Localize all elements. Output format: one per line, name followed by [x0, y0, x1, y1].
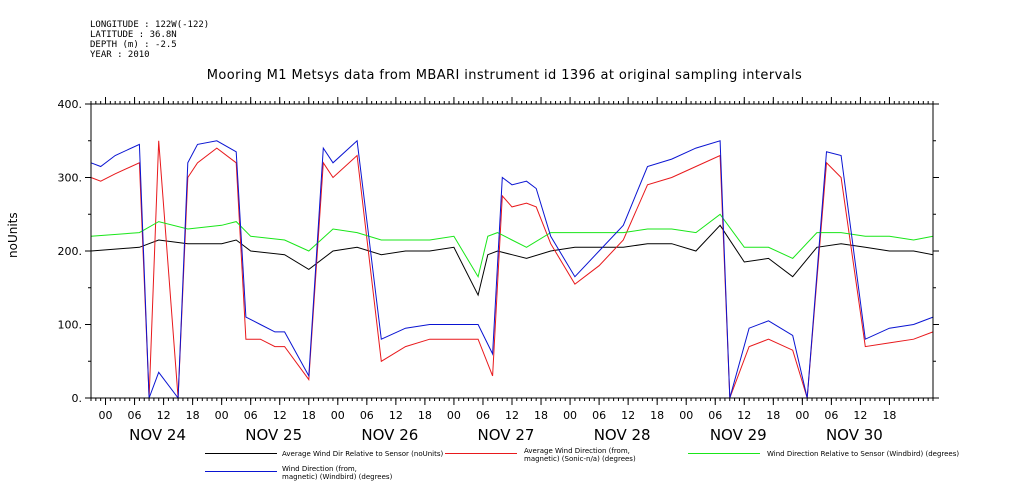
legend-label-blue: Wind Direction (from, magnetic) (Windbir… [282, 465, 393, 481]
meta-depth: DEPTH (m) : -2.5 [90, 40, 177, 50]
x-tick-label-17: 06 [592, 409, 606, 422]
day-label-2: NOV 26 [361, 426, 418, 444]
x-tick-label-24: 00 [795, 409, 809, 422]
x-tick-label-13: 06 [476, 409, 490, 422]
chart-title: Mooring M1 Metsys data from MBARI instru… [206, 68, 803, 83]
legend-line-green [688, 453, 760, 454]
day-label-3: NOV 27 [478, 426, 535, 444]
x-tick-label-14: 12 [505, 409, 519, 422]
x-tick-label-0: 00 [99, 409, 113, 422]
legend-line-black [205, 453, 277, 454]
x-tick-label-23: 18 [766, 409, 780, 422]
series-line-2 [90, 213, 934, 279]
x-tick-label-2: 12 [157, 409, 171, 422]
x-tick-label-18: 12 [621, 409, 635, 422]
x-tick-label-1: 06 [128, 409, 142, 422]
metadata-block: LONGITUDE : 122W(-122) LATITUDE : 36.8N … [90, 20, 209, 60]
x-tick-label-26: 12 [853, 409, 867, 422]
legend-label-red: Average Wind Direction (from, magnetic) … [524, 447, 636, 463]
x-tick-label-8: 00 [331, 409, 345, 422]
x-tick-label-27: 18 [882, 409, 896, 422]
y-tick-label-3: 300. [58, 172, 83, 185]
legend-label-green: Wind Direction Relative to Sensor (Windb… [767, 450, 960, 458]
x-tick-label-19: 18 [650, 409, 664, 422]
x-tick-label-11: 18 [418, 409, 432, 422]
y-tick-label-4: 400. [58, 98, 83, 111]
meta-longitude: LONGITUDE : 122W(-122) [90, 20, 210, 30]
y-tick-label-2: 200. [58, 245, 83, 258]
x-tick-label-15: 18 [534, 409, 548, 422]
legend-line-blue [205, 471, 277, 472]
x-tick-label-5: 06 [244, 409, 258, 422]
day-label-4: NOV 28 [594, 426, 651, 444]
series-line-1 [90, 140, 934, 399]
x-tick-label-16: 00 [563, 409, 577, 422]
x-tick-label-12: 00 [447, 409, 461, 422]
meta-year: YEAR : 2010 [90, 50, 150, 60]
x-tick-label-7: 18 [302, 409, 316, 422]
y-tick-label-0: 0. [72, 392, 83, 405]
y-tick-label-1: 100. [58, 319, 83, 332]
x-tick-label-6: 12 [273, 409, 287, 422]
x-tick-label-25: 06 [824, 409, 838, 422]
legend-line-red [445, 453, 517, 454]
series-line-3 [90, 139, 934, 400]
day-label-1: NOV 25 [245, 426, 302, 444]
series-line-0 [90, 224, 934, 297]
x-tick-label-3: 18 [186, 409, 200, 422]
x-tick-label-22: 12 [737, 409, 751, 422]
x-tick-label-9: 06 [360, 409, 374, 422]
day-label-0: NOV 24 [129, 426, 186, 444]
meta-latitude: LATITUDE : 36.8N [90, 30, 177, 40]
day-label-5: NOV 29 [710, 426, 767, 444]
x-tick-label-10: 12 [389, 409, 403, 422]
x-tick-label-21: 06 [708, 409, 722, 422]
x-tick-label-4: 00 [215, 409, 229, 422]
legend-label-black: Average Wind Dir Relative to Sensor (noU… [282, 450, 444, 458]
day-label-6: NOV 30 [826, 426, 883, 444]
x-tick-label-20: 00 [679, 409, 693, 422]
